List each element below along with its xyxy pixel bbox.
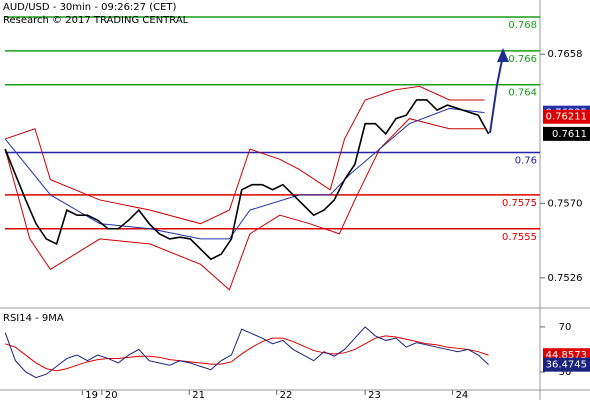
x-tick-label: 19	[85, 390, 98, 400]
y-tick-label: 0.7570	[548, 198, 583, 209]
level-label: 0.764	[508, 88, 537, 99]
price-line	[4, 99, 490, 261]
bollinger-upper	[4, 85, 485, 225]
rsi-line	[4, 326, 489, 379]
x-tick-label: 20	[105, 390, 118, 400]
chart-title: AUD/USD - 30min - 09:26:27 (CET)	[3, 2, 177, 13]
value-box-label: 36.4745	[546, 360, 587, 371]
level-label: 0.766	[508, 54, 537, 65]
value-box	[543, 126, 590, 141]
y-tick-label: 0.7658	[548, 49, 583, 60]
value-box	[543, 109, 590, 124]
level-label: 0.76	[515, 156, 537, 167]
value-box-label: 44.8573	[546, 350, 587, 361]
moving-average	[4, 107, 485, 240]
y-tick-label: 30	[559, 367, 572, 378]
plot: 0.768 0.766 0.764 0.76 0.7575 0.7555	[4, 16, 540, 379]
bollinger-lower	[4, 118, 485, 291]
forecast-arrow	[489, 54, 504, 134]
x-tick-label: 21	[192, 390, 205, 400]
level-label: 0.7575	[502, 198, 537, 209]
x-tick-label: 22	[280, 390, 293, 400]
arrow-head	[497, 48, 509, 62]
y-tick-label: 0.7526	[548, 273, 583, 284]
rsi-label: RSI14 - 9MA	[3, 313, 64, 324]
rsi-ma	[4, 335, 489, 372]
value-box-label: 0.76211	[546, 112, 587, 123]
level-label: 0.768	[508, 20, 537, 31]
y-tick-label: 70	[559, 322, 572, 333]
x-tick-label: 24	[456, 390, 469, 400]
x-tick-label: 23	[368, 390, 381, 400]
value-box-label: 0.7611	[552, 129, 587, 140]
chart-subtitle: Research © 2017 TRADING CENTRAL	[3, 15, 189, 26]
value-box	[543, 357, 590, 372]
level-label: 0.7555	[502, 232, 537, 243]
